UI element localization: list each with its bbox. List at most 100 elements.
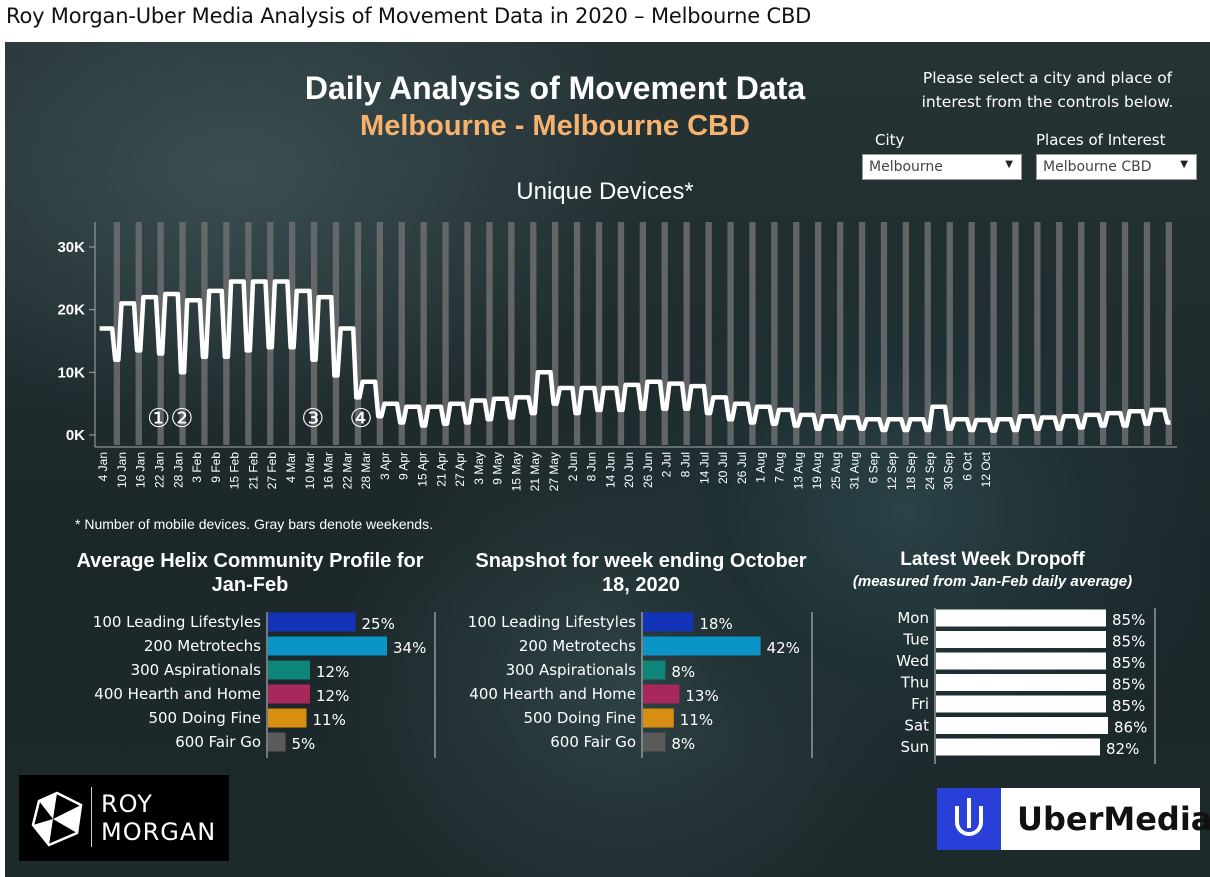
weekend-bar [1143,222,1151,445]
x-tick-label: 27 Feb [265,452,279,490]
weekend-bar [946,222,953,445]
x-tick-label: 16 Mar [322,452,336,489]
bar [268,684,310,704]
bar-value-label: 85% [1112,676,1145,694]
x-tick-label: 14 Jun [603,452,617,488]
bar [643,612,694,632]
city-label: City [875,131,905,149]
dashboard-title: Daily Analysis of Movement Data [304,70,806,106]
dropoff-chart: Mon 85% Tue 85% Wed 85% Thu 85% Fri 85% Sat 86% Sun 8… [825,606,1165,766]
x-tick-label: 4 Mar [284,452,298,483]
weekend-bar [749,222,756,445]
bar-value-label: 85% [1112,633,1145,651]
unique-devices-chart: Unique Devices* 30K 20K 10K 0K 4 Jan 10 Jan 1… [57,178,1177,491]
x-tick-label: 22 Mar [340,452,354,489]
weekend-bar [858,222,866,445]
city-value: Melbourne [869,159,943,175]
weekend-bar [924,222,931,445]
x-tick-label: 28 Mar [359,452,373,489]
weekend-bar [530,222,537,445]
bar [268,732,286,752]
bar [936,631,1106,648]
weekend-bar [310,222,318,445]
bar-value-label: 5% [292,735,316,753]
bar [643,684,680,704]
bar-value-label: 18% [699,615,732,633]
poi-label: Places of Interest [1036,131,1166,149]
chevron-down-icon: ▼ [1005,159,1013,170]
bar-value-label: 11% [313,711,346,729]
weekend-bar [1078,222,1085,445]
bar-category-label: Wed [896,652,929,670]
weekend-bar [1012,222,1019,445]
weekend-bar [1121,222,1129,445]
weekend-bar [683,222,690,445]
roy-morgan-mark-icon [31,791,83,847]
bar-category-label: 100 Leading Lifestyles [468,613,636,631]
weekend-bar [332,222,340,445]
x-tick-label: 26 Jul [735,452,749,484]
x-tick-label: 25 Aug [829,452,843,489]
bar-category-label: 200 Metrotechs [519,637,636,655]
bar [268,612,356,632]
x-tick-label: 4 Jan [96,452,110,481]
y-tick-label: 10K [57,364,85,381]
weekend-bar [595,222,603,445]
x-tick-label: 18 Sep [904,452,918,490]
weekend-bar [1056,222,1063,445]
weekend-bar [990,222,997,445]
x-tick-label: 9 Feb [209,452,223,483]
bar [936,609,1106,627]
bar-value-label: 34% [393,639,426,657]
bar [936,674,1106,691]
x-tick-label: 12 Oct [979,451,993,487]
bar-category-label: 200 Metrotechs [144,637,261,655]
weekend-bar [793,222,800,445]
x-tick-label: 3 Apr [378,452,392,480]
x-tick-label: 8 Jul [679,452,693,477]
x-tick-label: 7 Aug [773,452,787,483]
dropoff-title: Latest Week Dropoff [900,549,1085,570]
bar-category-label: 500 Doing Fine [148,709,261,727]
x-tick-label: 31 Aug [848,452,862,489]
weekend-bar [113,222,120,445]
x-tick-label: 27 Apr [453,452,467,487]
bar-category-label: Fri [911,695,929,713]
x-tick-label: 1 Aug [754,452,768,483]
bar-category-label: 300 Aspirationals [506,661,637,679]
weekend-bar [1100,222,1107,445]
bar-value-label: 82% [1106,740,1139,758]
x-tick-label: 30 Sep [942,452,956,490]
x-tick-label: 15 Feb [228,452,242,490]
helix-profile-title: Average Helix Community Profile for Jan-… [76,550,424,596]
y-tick-label: 20K [57,302,85,319]
ubermedia-text: UberMedia [1017,800,1210,838]
x-tick-label: 2 Jul [660,452,674,477]
bar-category-label: 500 Doing Fine [523,709,636,727]
x-tick-label: 21 May [528,452,542,491]
weekend-bar [376,222,383,445]
poi-dropdown[interactable]: Melbourne CBD ▼ [1036,154,1197,180]
weekend-bar [486,222,493,445]
x-tick-label: 20 Jul [716,452,730,484]
week-snapshot-chart: 100 Leading Lifestyles 18% 200 Metrotechs 4… [380,610,820,760]
weekend-bar [223,222,230,445]
x-tick-label: 6 Oct [960,451,974,480]
bar [268,708,307,728]
weekend-bar [508,222,515,445]
city-dropdown[interactable]: Melbourne ▼ [862,154,1022,180]
bar [268,636,387,656]
x-tick-label: 21 Feb [246,452,260,490]
weekend-bars [113,222,1172,445]
weekend-bar [464,222,471,445]
weekend-bar [354,222,362,445]
y-tick-label: 0K [66,427,85,444]
bar-value-label: 8% [671,735,695,753]
weekend-bar [1165,222,1172,445]
bar [643,660,666,680]
bar-category-label: Sat [904,717,929,735]
week-snapshot-title: Snapshot for week ending October 18, 202… [475,550,807,596]
bar-category-label: 600 Fair Go [550,733,636,751]
x-tick-label: 24 Sep [923,452,937,490]
unique-devices-line [99,279,1171,433]
